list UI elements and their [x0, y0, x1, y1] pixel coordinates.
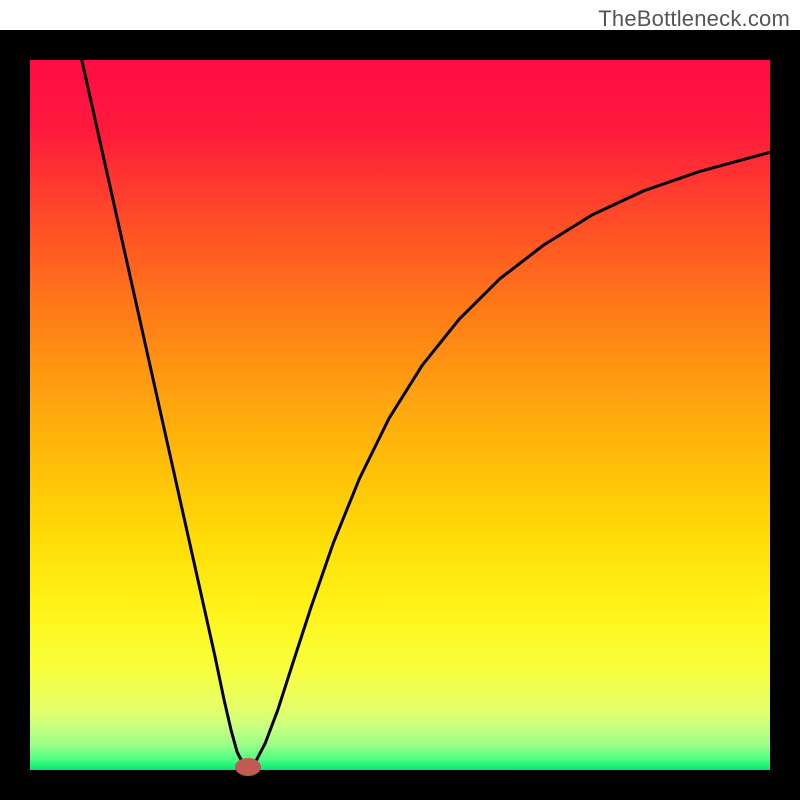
watermark-text: TheBottleneck.com — [598, 6, 790, 32]
plot-area — [30, 60, 770, 770]
background-gradient — [30, 60, 770, 770]
chart-stage: TheBottleneck.com — [0, 0, 800, 800]
